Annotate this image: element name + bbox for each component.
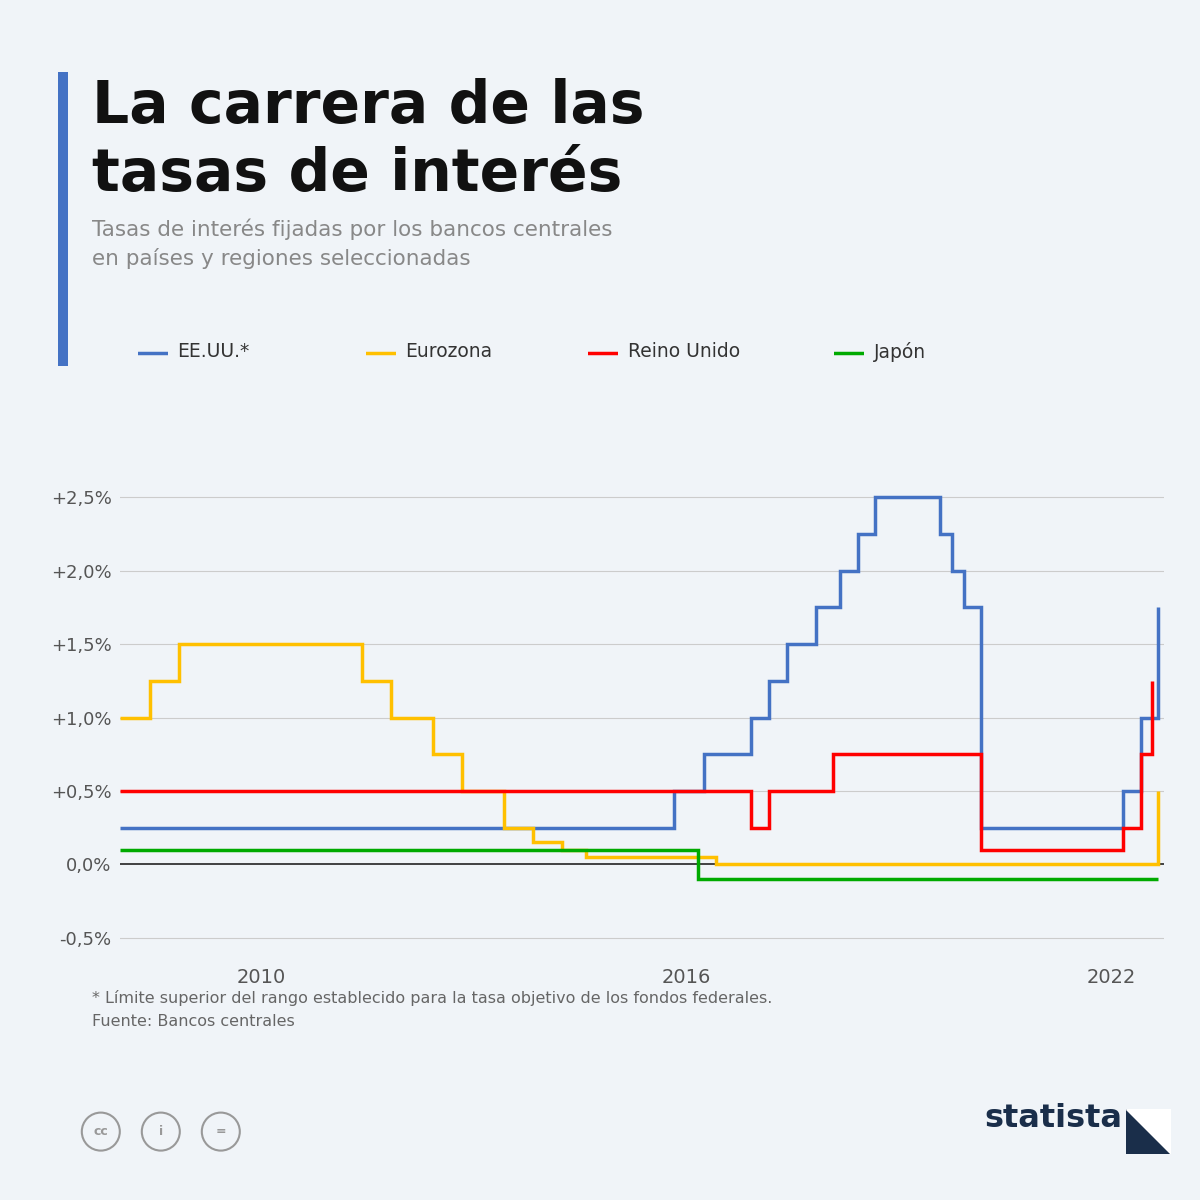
Text: en países y regiones seleccionadas: en países y regiones seleccionadas [92,248,472,269]
Text: =: = [216,1126,226,1138]
Text: La carrera de las: La carrera de las [92,78,644,134]
Text: Eurozona: Eurozona [406,342,493,361]
Text: Tasas de interés fijadas por los bancos centrales: Tasas de interés fijadas por los bancos … [92,218,613,240]
Text: * Límite superior del rango establecido para la tasa objetivo de los fondos fede: * Límite superior del rango establecido … [92,990,773,1006]
Polygon shape [1126,1109,1171,1154]
Text: EE.UU.*: EE.UU.* [178,342,250,361]
Text: Fuente: Bancos centrales: Fuente: Bancos centrales [92,1014,295,1028]
Text: i: i [158,1126,163,1138]
Text: Japón: Japón [874,342,925,361]
Text: statista: statista [984,1103,1122,1134]
Text: tasas de interés: tasas de interés [92,146,623,203]
Text: cc: cc [94,1126,108,1138]
Text: Reino Unido: Reino Unido [628,342,739,361]
